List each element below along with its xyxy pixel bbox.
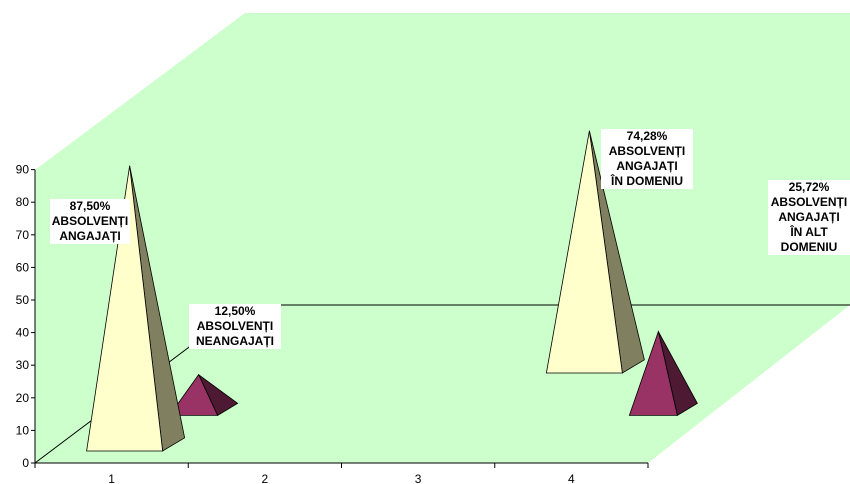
y-tick-label: 90 xyxy=(16,163,30,177)
y-tick-label: 20 xyxy=(16,391,30,405)
y-tick-label: 50 xyxy=(16,293,30,307)
x-tick-label: 1 xyxy=(108,472,115,484)
data-label-absolventi-angajati-in-alt-domeniu: 25,72% ABSOLVENȚI ANGAJAȚI ÎN ALT DOMENI… xyxy=(768,180,850,255)
data-label-absolventi-neangajati: 12,50% ABSOLVENȚI NEANGAJAȚI xyxy=(189,304,281,349)
y-tick-label: 30 xyxy=(16,358,30,372)
y-tick-label: 60 xyxy=(16,260,30,274)
pyramid-primary-4 xyxy=(545,130,645,374)
data-label-absolventi-angajati: 87,50% ABSOLVENȚI ANGAJAȚI xyxy=(50,199,130,244)
x-tick-label: 4 xyxy=(568,472,575,484)
x-axis: 1 2 3 4 xyxy=(34,462,649,484)
pyramid-secondary-1 xyxy=(168,373,239,416)
pyramid-series xyxy=(86,130,698,452)
y-tick-label: 40 xyxy=(16,326,30,340)
back-wall xyxy=(35,13,850,463)
y-axis: 0 10 20 30 40 50 60 70 80 90 xyxy=(16,163,36,470)
y-tick-label: 70 xyxy=(16,228,30,242)
y-tick-label: 0 xyxy=(22,456,29,470)
y-tick-label: 10 xyxy=(16,423,30,437)
data-label-absolventi-angajati-in-domeniu: 74,28% ABSOLVENȚI ANGAJAȚI ÎN DOMENIU xyxy=(601,129,693,189)
pyramid-secondary-4 xyxy=(628,330,698,417)
pyramid-primary-1 xyxy=(86,165,186,452)
y-tick-label: 80 xyxy=(16,195,30,209)
x-tick-label: 2 xyxy=(262,472,269,484)
x-tick-label: 3 xyxy=(415,472,422,484)
